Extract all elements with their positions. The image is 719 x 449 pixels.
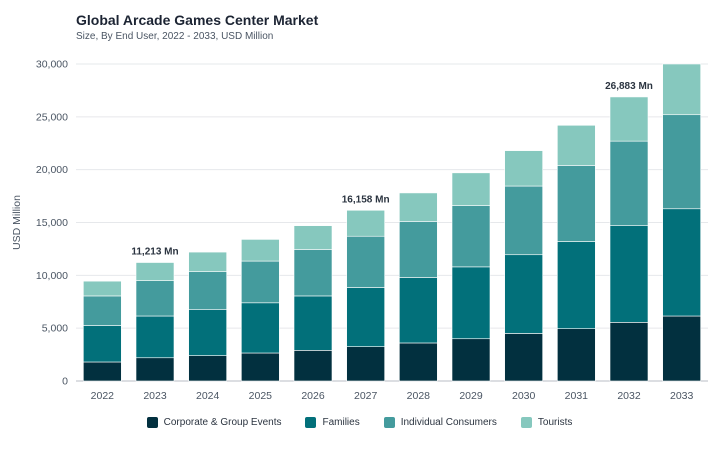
- bar-segment: [662, 315, 701, 382]
- x-tick-label: 2033: [670, 390, 694, 402]
- bar-segment: [83, 295, 122, 326]
- bar-segment: [83, 361, 122, 382]
- bar-segment: [188, 271, 227, 310]
- chart-subtitle: Size, By End User, 2022 - 2033, USD Mill…: [76, 31, 274, 42]
- legend-item-corporate[interactable]: Corporate & Group Events: [146, 417, 282, 428]
- bar-segment: [399, 221, 438, 278]
- y-tick-label: 10,000: [36, 270, 68, 282]
- bar-segment: [504, 185, 543, 256]
- bar-segment: [293, 249, 333, 297]
- bar-segment: [662, 208, 701, 317]
- bar-segment: [662, 63, 701, 116]
- bar-segment: [557, 328, 596, 382]
- bar-segment: [241, 260, 280, 304]
- bar-segment: [399, 277, 438, 344]
- legend-label-corporate: Corporate & Group Events: [163, 417, 282, 428]
- bar-segment: [451, 172, 491, 206]
- y-tick-label: 15,000: [36, 217, 68, 229]
- y-tick-label: 20,000: [36, 164, 68, 176]
- bar-segment: [83, 280, 122, 297]
- bar-segment: [188, 355, 227, 382]
- x-tick-label: 2027: [354, 390, 378, 402]
- bar-segment: [504, 254, 543, 334]
- bar-segment: [241, 352, 280, 382]
- y-tick-label: 30,000: [36, 59, 68, 71]
- x-tick-label: 2030: [512, 390, 536, 402]
- legend-label-individual: Individual Consumers: [400, 417, 497, 428]
- x-tick-label: 2028: [407, 390, 431, 402]
- bar-segment: [346, 209, 385, 237]
- legend-swatch-tourists: [520, 417, 532, 428]
- x-tick-label: 2032: [617, 390, 641, 402]
- bar-segment: [241, 239, 280, 262]
- bar-segment: [609, 96, 649, 142]
- bar-segment: [609, 225, 649, 323]
- chart-title: Global Arcade Games Center Market: [76, 12, 319, 28]
- x-tick-label: 2023: [143, 390, 167, 402]
- bar-segment: [135, 262, 175, 281]
- x-tick-label: 2029: [459, 390, 483, 402]
- x-tick-label: 2022: [91, 390, 115, 402]
- bar-segment: [609, 322, 649, 382]
- x-tick-label: 2026: [301, 390, 325, 402]
- bar-segment: [135, 357, 175, 382]
- chart-legend: Corporate & Group Events Families Indivi…: [0, 417, 719, 428]
- legend-item-individual[interactable]: Individual Consumers: [383, 417, 497, 428]
- bar-total-label: 16,158 Mn: [342, 194, 390, 205]
- legend-item-families[interactable]: Families: [305, 417, 360, 428]
- bar-segment: [346, 235, 385, 288]
- bar-segment: [399, 192, 438, 222]
- bar-segment: [451, 338, 491, 382]
- bar-segment: [346, 287, 385, 347]
- bar-segment: [504, 150, 543, 187]
- y-tick-label: 5,000: [42, 323, 68, 335]
- bar-segment: [135, 315, 175, 359]
- bar-segment: [451, 205, 491, 268]
- bar-segment: [609, 140, 649, 226]
- bar-segment: [399, 342, 438, 382]
- bar-segment: [241, 302, 280, 354]
- bar-segment: [557, 241, 596, 329]
- legend-swatch-individual: [383, 417, 395, 428]
- y-tick-label: 25,000: [36, 111, 68, 123]
- bar-segment: [188, 251, 227, 272]
- bar-segment: [557, 124, 596, 166]
- legend-label-tourists: Tourists: [537, 417, 573, 428]
- bar-segment: [135, 280, 175, 317]
- bar-segment: [188, 309, 227, 356]
- bar-segment: [557, 165, 596, 242]
- bar-segment: [451, 266, 491, 340]
- legend-label-families: Families: [322, 417, 360, 428]
- legend-swatch-corporate: [146, 417, 158, 428]
- bar-total-label: 11,213 Mn: [131, 247, 178, 258]
- legend-swatch-families: [305, 417, 317, 428]
- x-tick-label: 2024: [196, 390, 220, 402]
- bar-segment: [293, 350, 333, 382]
- bar-segment: [662, 114, 701, 210]
- x-tick-label: 2031: [565, 390, 589, 402]
- bar-segment: [504, 333, 543, 382]
- bar-total-label: 26,883 Mn: [605, 81, 653, 92]
- bar-segment: [346, 346, 385, 382]
- y-axis-title: USD Million: [11, 195, 23, 250]
- bar-segment: [293, 225, 333, 250]
- x-tick-label: 2025: [249, 390, 273, 402]
- bar-segment: [293, 295, 333, 351]
- y-tick-label: 0: [62, 376, 68, 388]
- legend-item-tourists[interactable]: Tourists: [520, 417, 573, 428]
- bar-segment: [83, 325, 122, 363]
